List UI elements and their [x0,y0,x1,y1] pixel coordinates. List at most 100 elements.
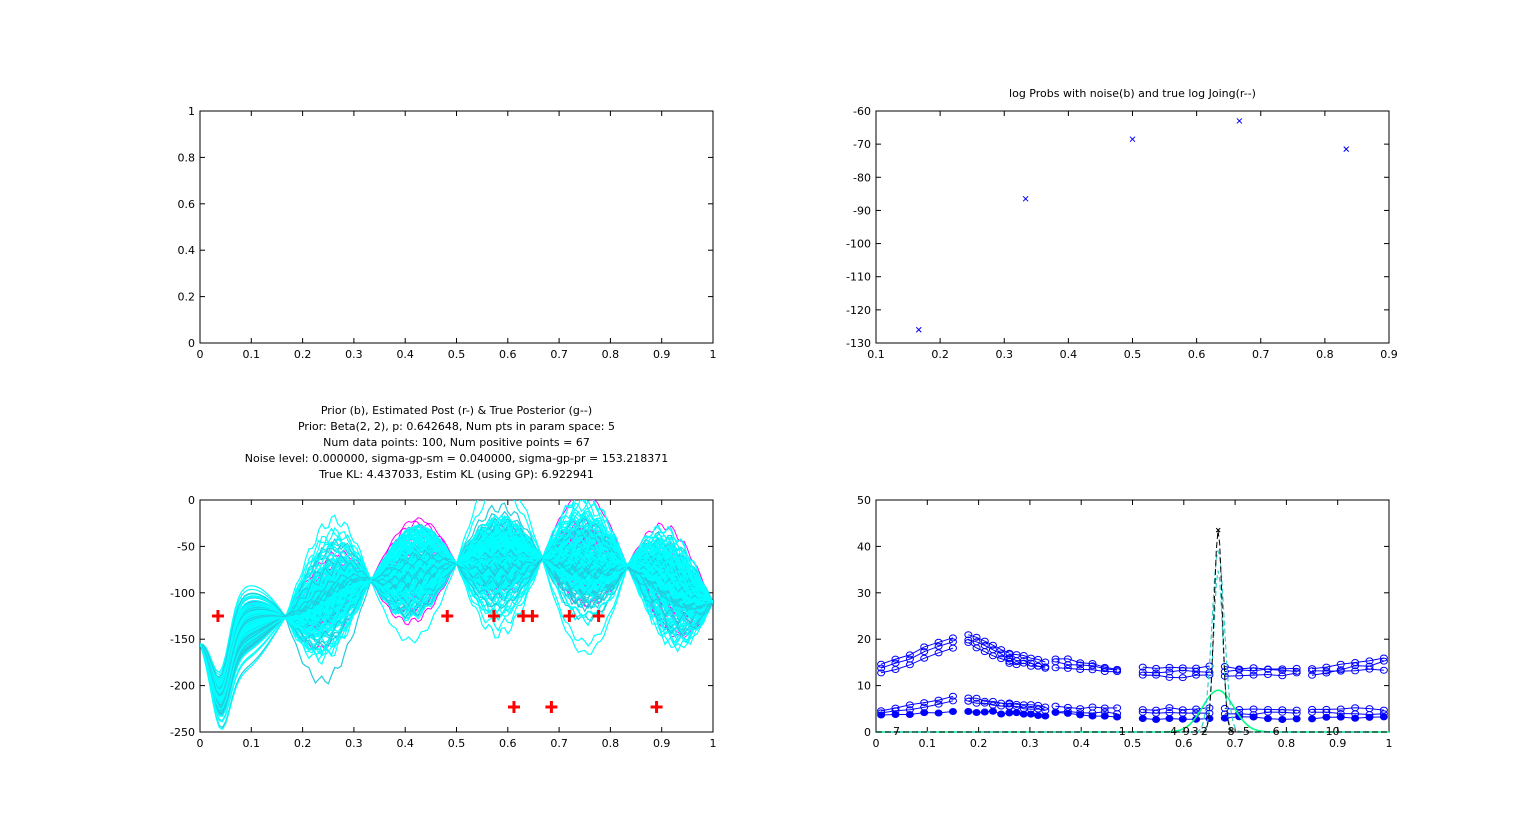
series-marker [920,648,929,656]
x-tick-label: 0.2 [294,737,312,750]
series-marker [1100,704,1109,712]
series-marker [1152,715,1161,723]
series-marker [1263,708,1272,716]
axes-bottom-left: 0 0.1 0.2 0.3 0.4 0.5 0.6 0.7 0.8 0.9 1 -250 -200 -15… [170,404,716,750]
x-tick-label: 0.4 [396,737,414,750]
prior-sample [200,500,713,702]
series-marker [905,701,914,709]
x-tick-label: 0.6 [499,348,517,361]
series-marker [1365,657,1374,665]
series-marker [1152,664,1161,672]
series-marker [980,708,989,716]
series-marker [1019,659,1028,667]
series-marker [1192,671,1201,679]
y-tick-label: -110 [846,271,871,284]
series-marker [1308,665,1317,673]
series-line [1142,665,1210,669]
x-tick-label: 0.7 [550,348,568,361]
plus-marker [507,700,520,713]
series-marker [1034,711,1043,719]
series-marker [948,634,957,642]
x-tick-label: 0.3 [1021,737,1039,750]
y-tick-label: 20 [857,633,871,646]
chart-title-line: Prior (b), Estimated Post (r-) & True Po… [321,404,592,417]
y-tick-label: -80 [853,171,871,184]
series-marker [1278,672,1287,680]
x-tick-label: 0.8 [602,737,620,750]
series-marker [1113,713,1122,721]
series-marker [1113,668,1122,676]
series-marker [1322,713,1331,721]
series-line [1142,674,1210,679]
series-marker [905,710,914,718]
x-tick-label: 1 [1386,737,1393,750]
series-marker [1263,665,1272,673]
index-label: 6 [1273,725,1280,738]
series-marker [980,699,989,707]
axes-frame [875,499,1390,733]
y-tick-label: -50 [177,540,195,553]
plus-marker [211,610,224,622]
series-marker [1051,664,1060,672]
y-tick-label: -100 [170,587,195,600]
chart-title: log Probs with noise(b) and true log Joi… [1009,87,1256,100]
series-marker [1308,715,1317,723]
series-marker [1351,714,1360,722]
y-tick-label: -60 [853,105,871,118]
x-tick-label: 0.7 [1252,348,1270,361]
x-tick-label: 0.9 [653,737,671,750]
axes-frame [875,110,1390,344]
series-marker [1076,665,1085,673]
y-tick-label: 50 [857,494,871,507]
prior-sample [200,500,713,702]
series-marker [1012,709,1021,717]
x-tick-label: 0.7 [550,737,568,750]
x-tick-label: 0.1 [919,737,937,750]
prior-sample [200,525,713,710]
series-marker [1249,713,1258,721]
series-marker [934,642,943,650]
series-marker [1336,713,1345,721]
series-line [880,641,954,669]
series-marker [972,699,981,707]
series-marker [1379,657,1388,665]
series-marker [1235,665,1244,673]
series-marker [1336,667,1345,675]
y-tick-label: 0.8 [178,151,196,164]
series-marker [1351,667,1360,675]
prior-sample [200,523,713,681]
series-marker [1205,715,1214,723]
y-tick-label: 0 [864,726,871,739]
series-marker [1138,663,1147,671]
series-marker [997,655,1006,663]
index-label: 3 [1192,725,1199,738]
series-marker [1100,668,1109,676]
series-marker [972,709,981,717]
y-tick-label: 10 [857,680,871,693]
series-marker [1165,673,1174,681]
series-marker [948,708,957,716]
series-line [1311,668,1384,672]
x-tick-label: 0.5 [1124,737,1142,750]
series-marker [877,711,886,719]
x-tick-label: 0 [873,737,880,750]
y-tick-label: -250 [170,726,195,739]
true-posterior-curve [876,530,1389,733]
series-marker [1292,715,1301,723]
series-marker [877,669,886,677]
series-marker [920,654,929,662]
plus-marker [592,610,605,622]
x-tick-label: 0.2 [970,737,988,750]
peak-marker [1215,527,1221,533]
series-line [1055,658,1118,670]
series-line [968,639,1010,660]
series-marker [1192,668,1201,676]
series-marker [1005,709,1014,717]
y-tick-label: -200 [170,680,195,693]
series-marker [948,644,957,652]
series-marker [1278,666,1287,674]
series-marker [1178,664,1187,672]
series-marker [1138,706,1147,714]
y-tick-label: 0 [188,337,195,350]
